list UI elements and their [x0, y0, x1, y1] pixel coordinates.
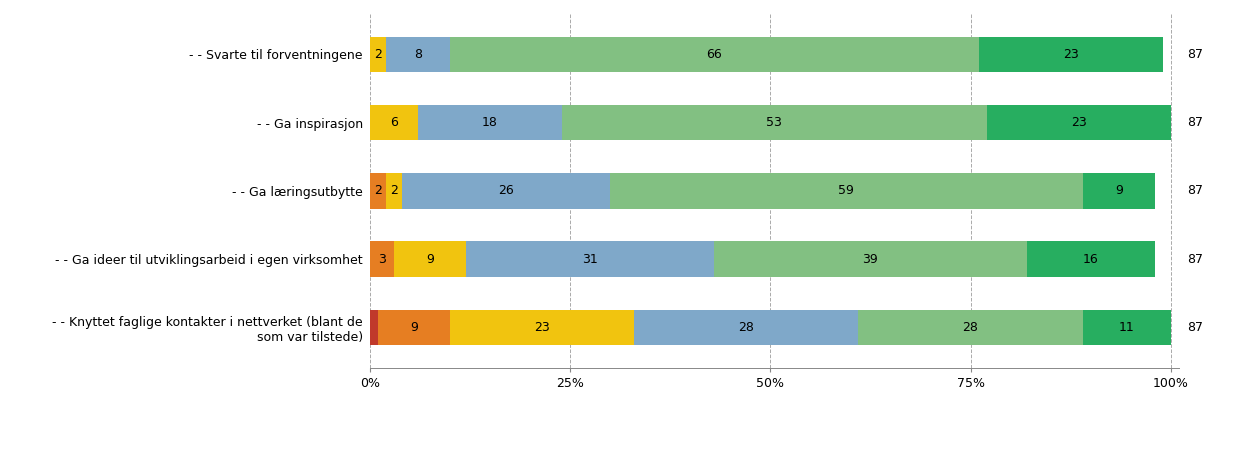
Bar	[1082, 309, 1171, 345]
Bar	[611, 173, 1082, 208]
Text: 53: 53	[766, 116, 782, 129]
Text: 8: 8	[414, 48, 423, 61]
Text: 23: 23	[534, 321, 551, 334]
Bar	[370, 309, 377, 345]
Bar	[418, 105, 562, 141]
Text: 23: 23	[1071, 116, 1086, 129]
Bar	[859, 309, 1082, 345]
Bar	[562, 105, 987, 141]
Bar	[370, 105, 418, 141]
Text: 28: 28	[739, 321, 754, 334]
Bar	[370, 241, 394, 277]
Bar	[370, 173, 386, 208]
Text: 2: 2	[374, 185, 382, 197]
Bar	[1027, 241, 1155, 277]
Text: 39: 39	[863, 252, 878, 265]
Text: 11: 11	[1119, 321, 1135, 334]
Text: 2: 2	[374, 48, 382, 61]
Text: 9: 9	[426, 252, 434, 265]
Text: 18: 18	[482, 116, 498, 129]
Text: 9: 9	[1115, 185, 1122, 197]
Text: 6: 6	[390, 116, 398, 129]
Bar	[987, 105, 1171, 141]
Text: 66: 66	[706, 48, 722, 61]
Bar	[450, 309, 635, 345]
Text: 2: 2	[390, 185, 398, 197]
Bar	[715, 241, 1027, 277]
Text: 28: 28	[963, 321, 978, 334]
Bar	[450, 37, 978, 72]
Text: 59: 59	[839, 185, 854, 197]
Text: 87: 87	[1186, 252, 1203, 265]
Bar	[370, 37, 386, 72]
Bar	[386, 37, 450, 72]
Text: 16: 16	[1082, 252, 1099, 265]
Bar	[377, 309, 450, 345]
Text: 9: 9	[410, 321, 418, 334]
Bar	[394, 241, 466, 277]
Text: 3: 3	[377, 252, 386, 265]
Text: 87: 87	[1186, 185, 1203, 197]
Text: 87: 87	[1186, 321, 1203, 334]
Text: 31: 31	[582, 252, 598, 265]
Bar	[466, 241, 715, 277]
Bar	[635, 309, 859, 345]
Bar	[978, 37, 1162, 72]
Text: 87: 87	[1186, 48, 1203, 61]
Bar	[386, 173, 403, 208]
Bar	[1082, 173, 1155, 208]
Text: 26: 26	[498, 185, 514, 197]
Bar	[403, 173, 611, 208]
Text: 23: 23	[1063, 48, 1078, 61]
Text: 87: 87	[1186, 116, 1203, 129]
